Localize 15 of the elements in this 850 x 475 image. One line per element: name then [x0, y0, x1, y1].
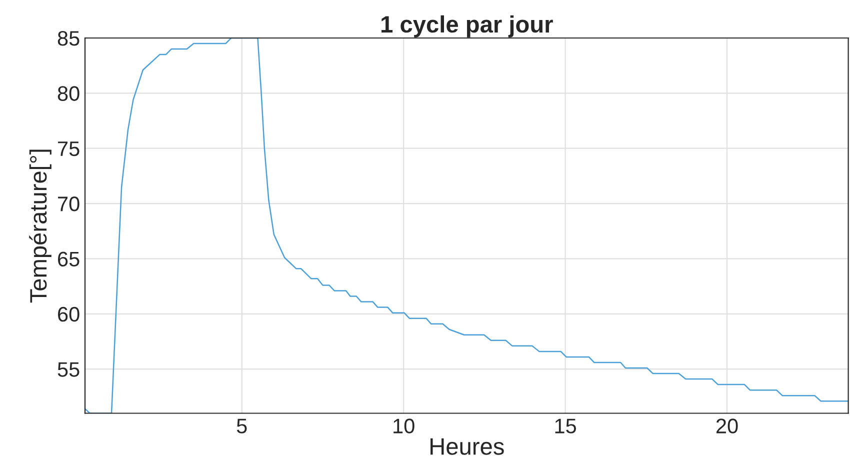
y-tick-label: 85 [58, 31, 80, 46]
y-tick-label: 65 [58, 252, 80, 266]
y-tick-label: 60 [58, 306, 80, 322]
y-tick-label: 70 [58, 196, 80, 212]
chart-title: 1 cycle par jour [382, 15, 553, 38]
x-tick-label: 15 [555, 418, 576, 434]
y-tick-label: 80 [58, 86, 80, 101]
x-tick-label: 10 [394, 418, 414, 434]
x-axis-title: Heures [430, 438, 504, 455]
y-tick-label: 75 [58, 142, 80, 156]
y-tick-label: 55 [58, 362, 80, 377]
x-tick-label: 20 [716, 418, 738, 434]
y-axis-title: Température[°] [29, 150, 52, 303]
x-tick-label: 5 [236, 418, 247, 434]
line-series [85, 38, 848, 414]
